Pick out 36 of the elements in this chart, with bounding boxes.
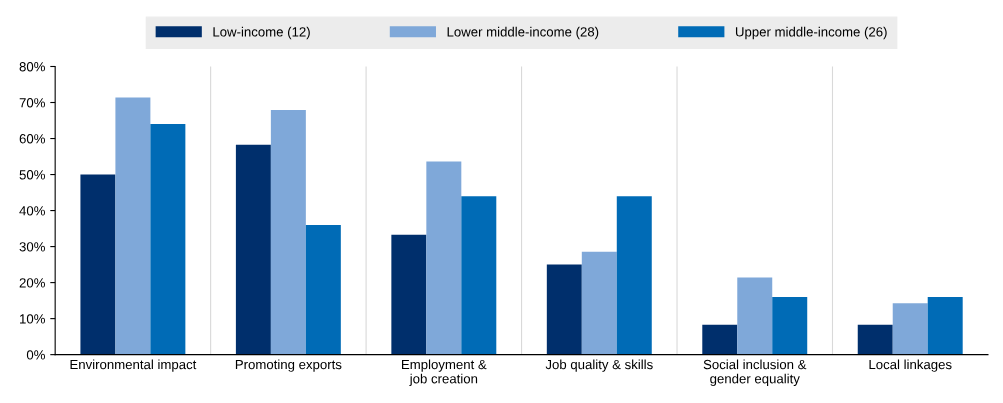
bar bbox=[772, 297, 808, 355]
y-tick-label: 80% bbox=[19, 62, 45, 72]
y-tick-label: 50% bbox=[19, 170, 45, 180]
y-tick-label: 0% bbox=[26, 350, 45, 360]
bar bbox=[80, 174, 116, 355]
x-tick-label: Promoting exports bbox=[235, 359, 342, 372]
bar bbox=[270, 110, 306, 355]
x-tick-label: Social inclusion & gender equality bbox=[703, 359, 807, 387]
bar bbox=[150, 124, 186, 355]
legend-label: Low-income (12) bbox=[213, 26, 310, 40]
x-tick-label: Environmental impact bbox=[70, 359, 197, 372]
bar bbox=[702, 324, 738, 355]
y-tick-label: 10% bbox=[20, 314, 45, 324]
x-tick-label: Job quality & skills bbox=[545, 359, 653, 372]
y-tick-label: 40% bbox=[19, 206, 45, 216]
legend-label: Upper middle-income (26) bbox=[735, 26, 887, 40]
bar bbox=[857, 324, 893, 355]
bar bbox=[546, 264, 582, 355]
bar bbox=[461, 196, 497, 355]
bar bbox=[616, 196, 652, 355]
x-tick-label: Employment & job creation bbox=[402, 359, 487, 387]
bar bbox=[737, 277, 773, 355]
y-tick-label: 20% bbox=[19, 278, 45, 288]
y-tick-label: 60% bbox=[19, 134, 45, 144]
bar bbox=[581, 251, 617, 355]
bar bbox=[927, 297, 963, 355]
bar bbox=[892, 303, 928, 355]
x-tick-label: Local linkages bbox=[869, 359, 952, 372]
bar bbox=[426, 161, 462, 355]
legend-label: Lower middle-income (28) bbox=[447, 26, 599, 40]
y-tick-label: 30% bbox=[19, 242, 45, 252]
bar bbox=[305, 224, 341, 355]
bar bbox=[115, 97, 151, 355]
bar bbox=[235, 144, 271, 355]
y-tick-label: 70% bbox=[19, 98, 45, 108]
bar bbox=[391, 234, 427, 355]
